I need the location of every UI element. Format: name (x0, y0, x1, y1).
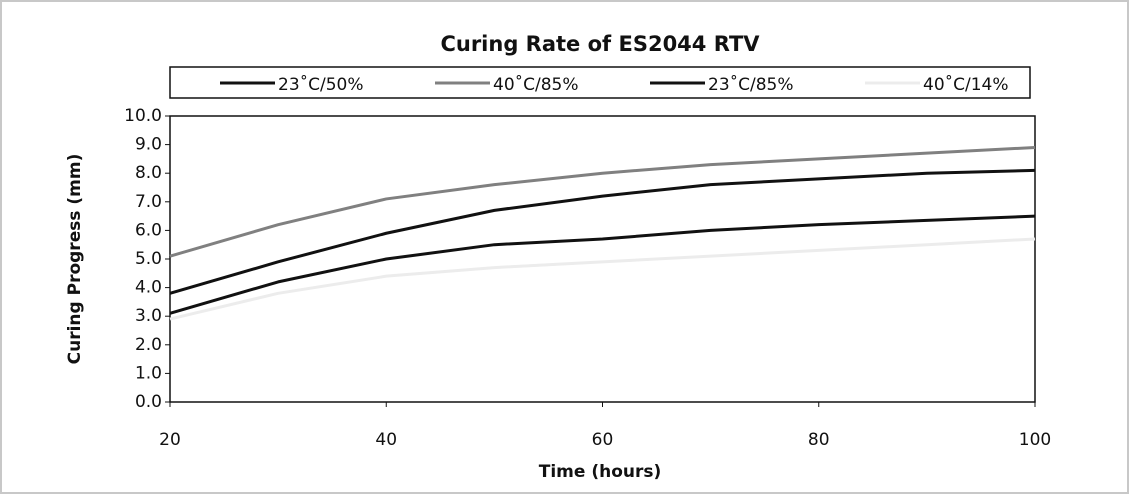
series-line (169, 237, 1036, 321)
y-tick-label: 4.0 (135, 278, 162, 298)
chart-title: Curing Rate of ES2044 RTV (440, 32, 760, 56)
legend-label: 23˚C/50% (278, 74, 364, 95)
series-line (169, 145, 1036, 258)
x-tick-label: 20 (159, 430, 181, 450)
x-tick-label: 80 (808, 430, 830, 450)
y-tick-label: 6.0 (135, 220, 162, 240)
y-tick-label: 1.0 (135, 363, 162, 383)
x-tick-label: 100 (1019, 430, 1051, 450)
y-axis-label: Curing Progress (mm) (65, 154, 85, 365)
y-tick-label: 7.0 (135, 192, 162, 212)
series-line (169, 214, 1036, 315)
y-tick-label: 9.0 (135, 135, 162, 155)
y-tick-label: 10.0 (124, 106, 162, 126)
x-tick-label: 40 (375, 430, 397, 450)
y-tick-label: 5.0 (135, 249, 162, 269)
x-tick-label: 60 (592, 430, 614, 450)
legend-label: 40˚C/85% (493, 74, 579, 95)
x-axis-label: Time (hours) (539, 462, 662, 482)
legend-label: 23˚C/85% (708, 74, 794, 95)
y-tick-label: 2.0 (135, 335, 162, 355)
series-line (169, 168, 1036, 295)
y-tick-label: 8.0 (135, 163, 162, 183)
y-tick-label: 3.0 (135, 306, 162, 326)
legend-label: 40˚C/14% (923, 74, 1009, 95)
y-tick-label: 0.0 (135, 392, 162, 412)
